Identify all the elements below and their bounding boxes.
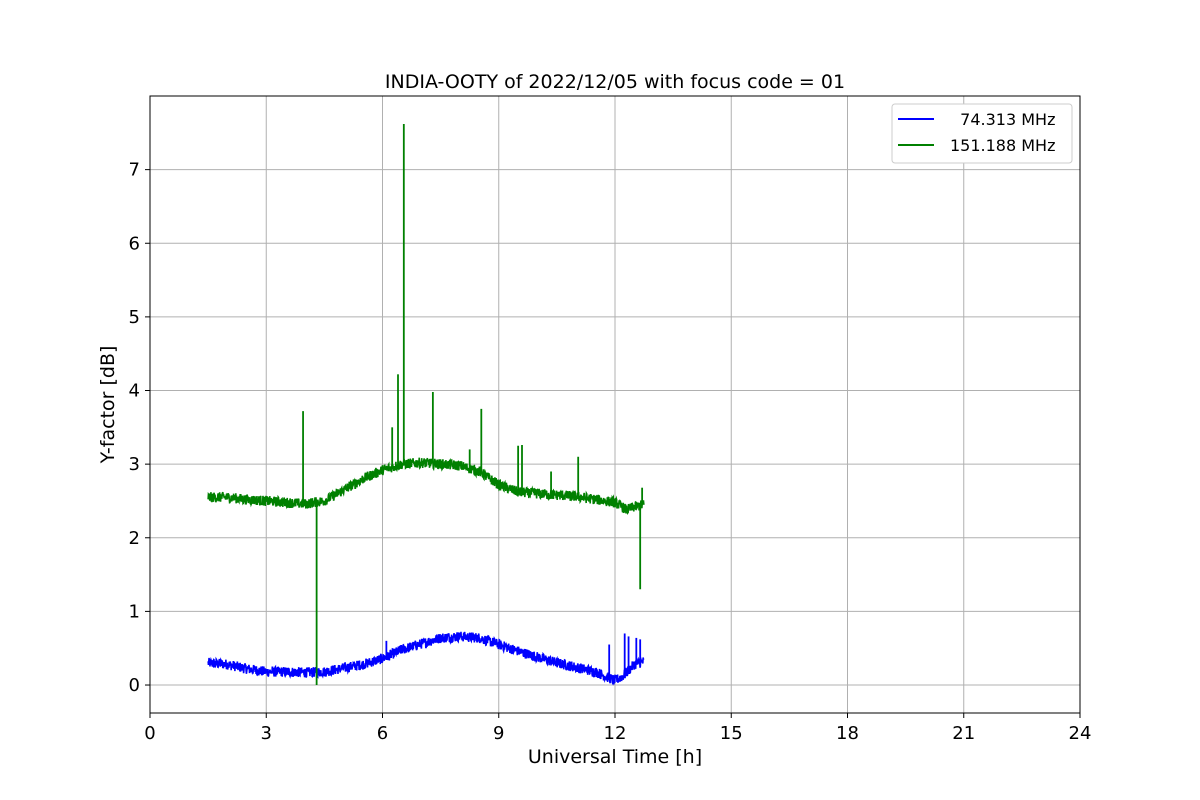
series-1-line	[207, 631, 645, 686]
y-tick-label-2: 2	[129, 528, 140, 549]
x-tick-label-0: 0	[144, 723, 155, 744]
y-tick-label-5: 5	[129, 307, 140, 328]
x-tick-label-4: 12	[604, 723, 627, 744]
legend-label-series-1: 74.313 MHz	[950, 110, 1055, 129]
y-tick-label-4: 4	[129, 381, 140, 402]
x-axis-label: Universal Time [h]	[528, 746, 702, 768]
plot-area	[207, 123, 645, 686]
x-tick-label-8: 24	[1069, 723, 1092, 744]
x-tick-label-7: 21	[952, 723, 975, 744]
y-tick-label-6: 6	[129, 233, 140, 254]
y-axis-label: Y-factor [dB]	[97, 346, 119, 465]
series-2-line	[207, 457, 645, 515]
legend-box	[891, 103, 1073, 164]
x-tick-label-5: 15	[720, 723, 743, 744]
y-tick-label-0: 0	[129, 675, 140, 696]
y-tick-label-7: 7	[129, 160, 140, 181]
chart-title: INDIA-OOTY of 2022/12/05 with focus code…	[385, 71, 845, 93]
legend: 74.313 MHz 151.188 MHz	[891, 103, 1073, 164]
x-tick-label-6: 18	[836, 723, 859, 744]
y-tick-label-1: 1	[129, 601, 140, 622]
x-tick-label-1: 3	[261, 723, 272, 744]
series-1	[207, 631, 645, 686]
legend-label-series-2: 151.188 MHz	[950, 136, 1055, 155]
series-2	[207, 123, 645, 686]
y-tick-label-3: 3	[129, 454, 140, 475]
x-tick-label-2: 6	[377, 723, 388, 744]
x-tick-label-3: 9	[493, 723, 504, 744]
